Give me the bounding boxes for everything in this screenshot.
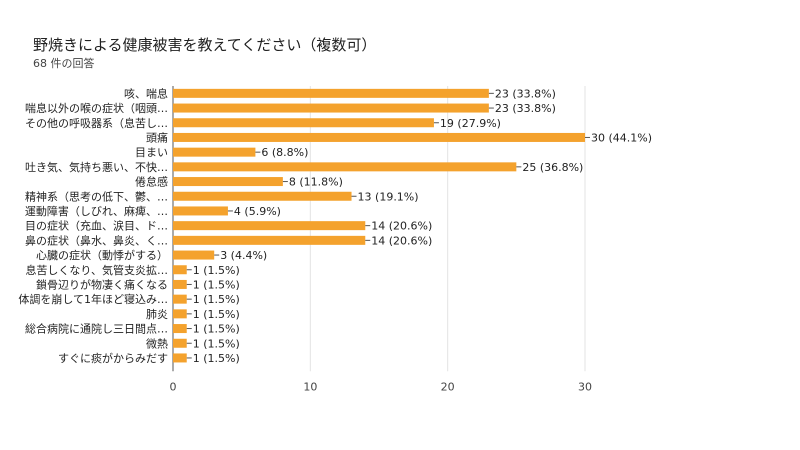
- x-tick-label: 10: [303, 380, 317, 393]
- bar: [173, 309, 187, 319]
- bar: [173, 103, 489, 113]
- category-label: 精神系（思考の低下、鬱、…: [25, 189, 168, 203]
- bar: [173, 177, 283, 187]
- value-label: 6 (8.8%): [261, 146, 308, 159]
- bar: [173, 279, 187, 289]
- category-label: 総合病院に通院し三日間点…: [25, 322, 168, 336]
- category-label: 咳、喘息: [124, 86, 168, 100]
- bar: [173, 353, 187, 363]
- bar: [173, 147, 256, 157]
- value-label: 30 (44.1%): [591, 131, 652, 144]
- category-label: その他の呼吸器系（息苦し…: [25, 116, 168, 130]
- value-label: 1 (1.5%): [193, 323, 240, 336]
- value-label: 19 (27.9%): [440, 117, 501, 130]
- bar: [173, 132, 585, 142]
- bar: [173, 338, 187, 348]
- category-label: 鎖骨辺りが物凄く痛くなる: [36, 277, 168, 291]
- value-label: 23 (33.8%): [495, 102, 556, 115]
- category-label: 体調を崩して1年ほど寝込み…: [18, 292, 168, 306]
- bar: [173, 324, 187, 334]
- category-label: 目の症状（充血、涙目、ド…: [25, 219, 168, 233]
- value-label: 1 (1.5%): [193, 337, 240, 350]
- value-label: 4 (5.9%): [234, 205, 281, 218]
- bar: [173, 265, 187, 275]
- bar: [173, 88, 489, 98]
- value-label: 1 (1.5%): [193, 278, 240, 291]
- value-label: 23 (33.8%): [495, 87, 556, 100]
- category-label: すぐに痰がからみだす: [58, 351, 168, 365]
- value-label: 14 (20.6%): [371, 220, 432, 233]
- bar: [173, 191, 352, 201]
- value-label: 25 (36.8%): [522, 161, 583, 174]
- x-tick-label: 30: [578, 380, 592, 393]
- value-label: 14 (20.6%): [371, 234, 432, 247]
- category-label: 肺炎: [146, 308, 168, 321]
- bar: [173, 294, 187, 304]
- response-count: 68 件の回答: [33, 57, 95, 70]
- value-label: 1 (1.5%): [193, 308, 240, 321]
- value-label: 1 (1.5%): [193, 264, 240, 277]
- value-label: 3 (4.4%): [220, 249, 267, 262]
- bar: [173, 162, 517, 172]
- x-tick-label: 0: [170, 380, 177, 393]
- value-label: 1 (1.5%): [193, 352, 240, 365]
- bar: [173, 221, 366, 231]
- category-label: 吐き気、気持ち悪い、不快…: [25, 160, 168, 174]
- category-label: 鼻の症状（鼻水、鼻炎、く…: [25, 233, 168, 247]
- category-label: 微熱: [146, 336, 168, 350]
- value-label: 8 (11.8%): [289, 176, 343, 189]
- bar: [173, 206, 228, 216]
- category-label: 頭痛: [146, 130, 168, 144]
- category-label: 倦怠感: [135, 175, 168, 189]
- value-label: 1 (1.5%): [193, 293, 240, 306]
- category-label: 運動障害（しびれ、麻痺、…: [25, 204, 168, 218]
- category-label: 心臓の症状（動悸がする）: [36, 248, 168, 262]
- x-tick-label: 20: [441, 380, 455, 393]
- bar: [173, 118, 434, 128]
- chart-title: 野焼きによる健康被害を教えてください（複数可）: [33, 36, 377, 54]
- category-label: 目まい: [135, 146, 168, 159]
- bar: [173, 235, 366, 245]
- value-label: 13 (19.1%): [358, 190, 419, 203]
- bar: [173, 250, 215, 260]
- category-label: 息苦しくなり、気管支炎拡…: [25, 263, 168, 277]
- category-label: 喘息以外の喉の症状（咽頭…: [25, 101, 168, 115]
